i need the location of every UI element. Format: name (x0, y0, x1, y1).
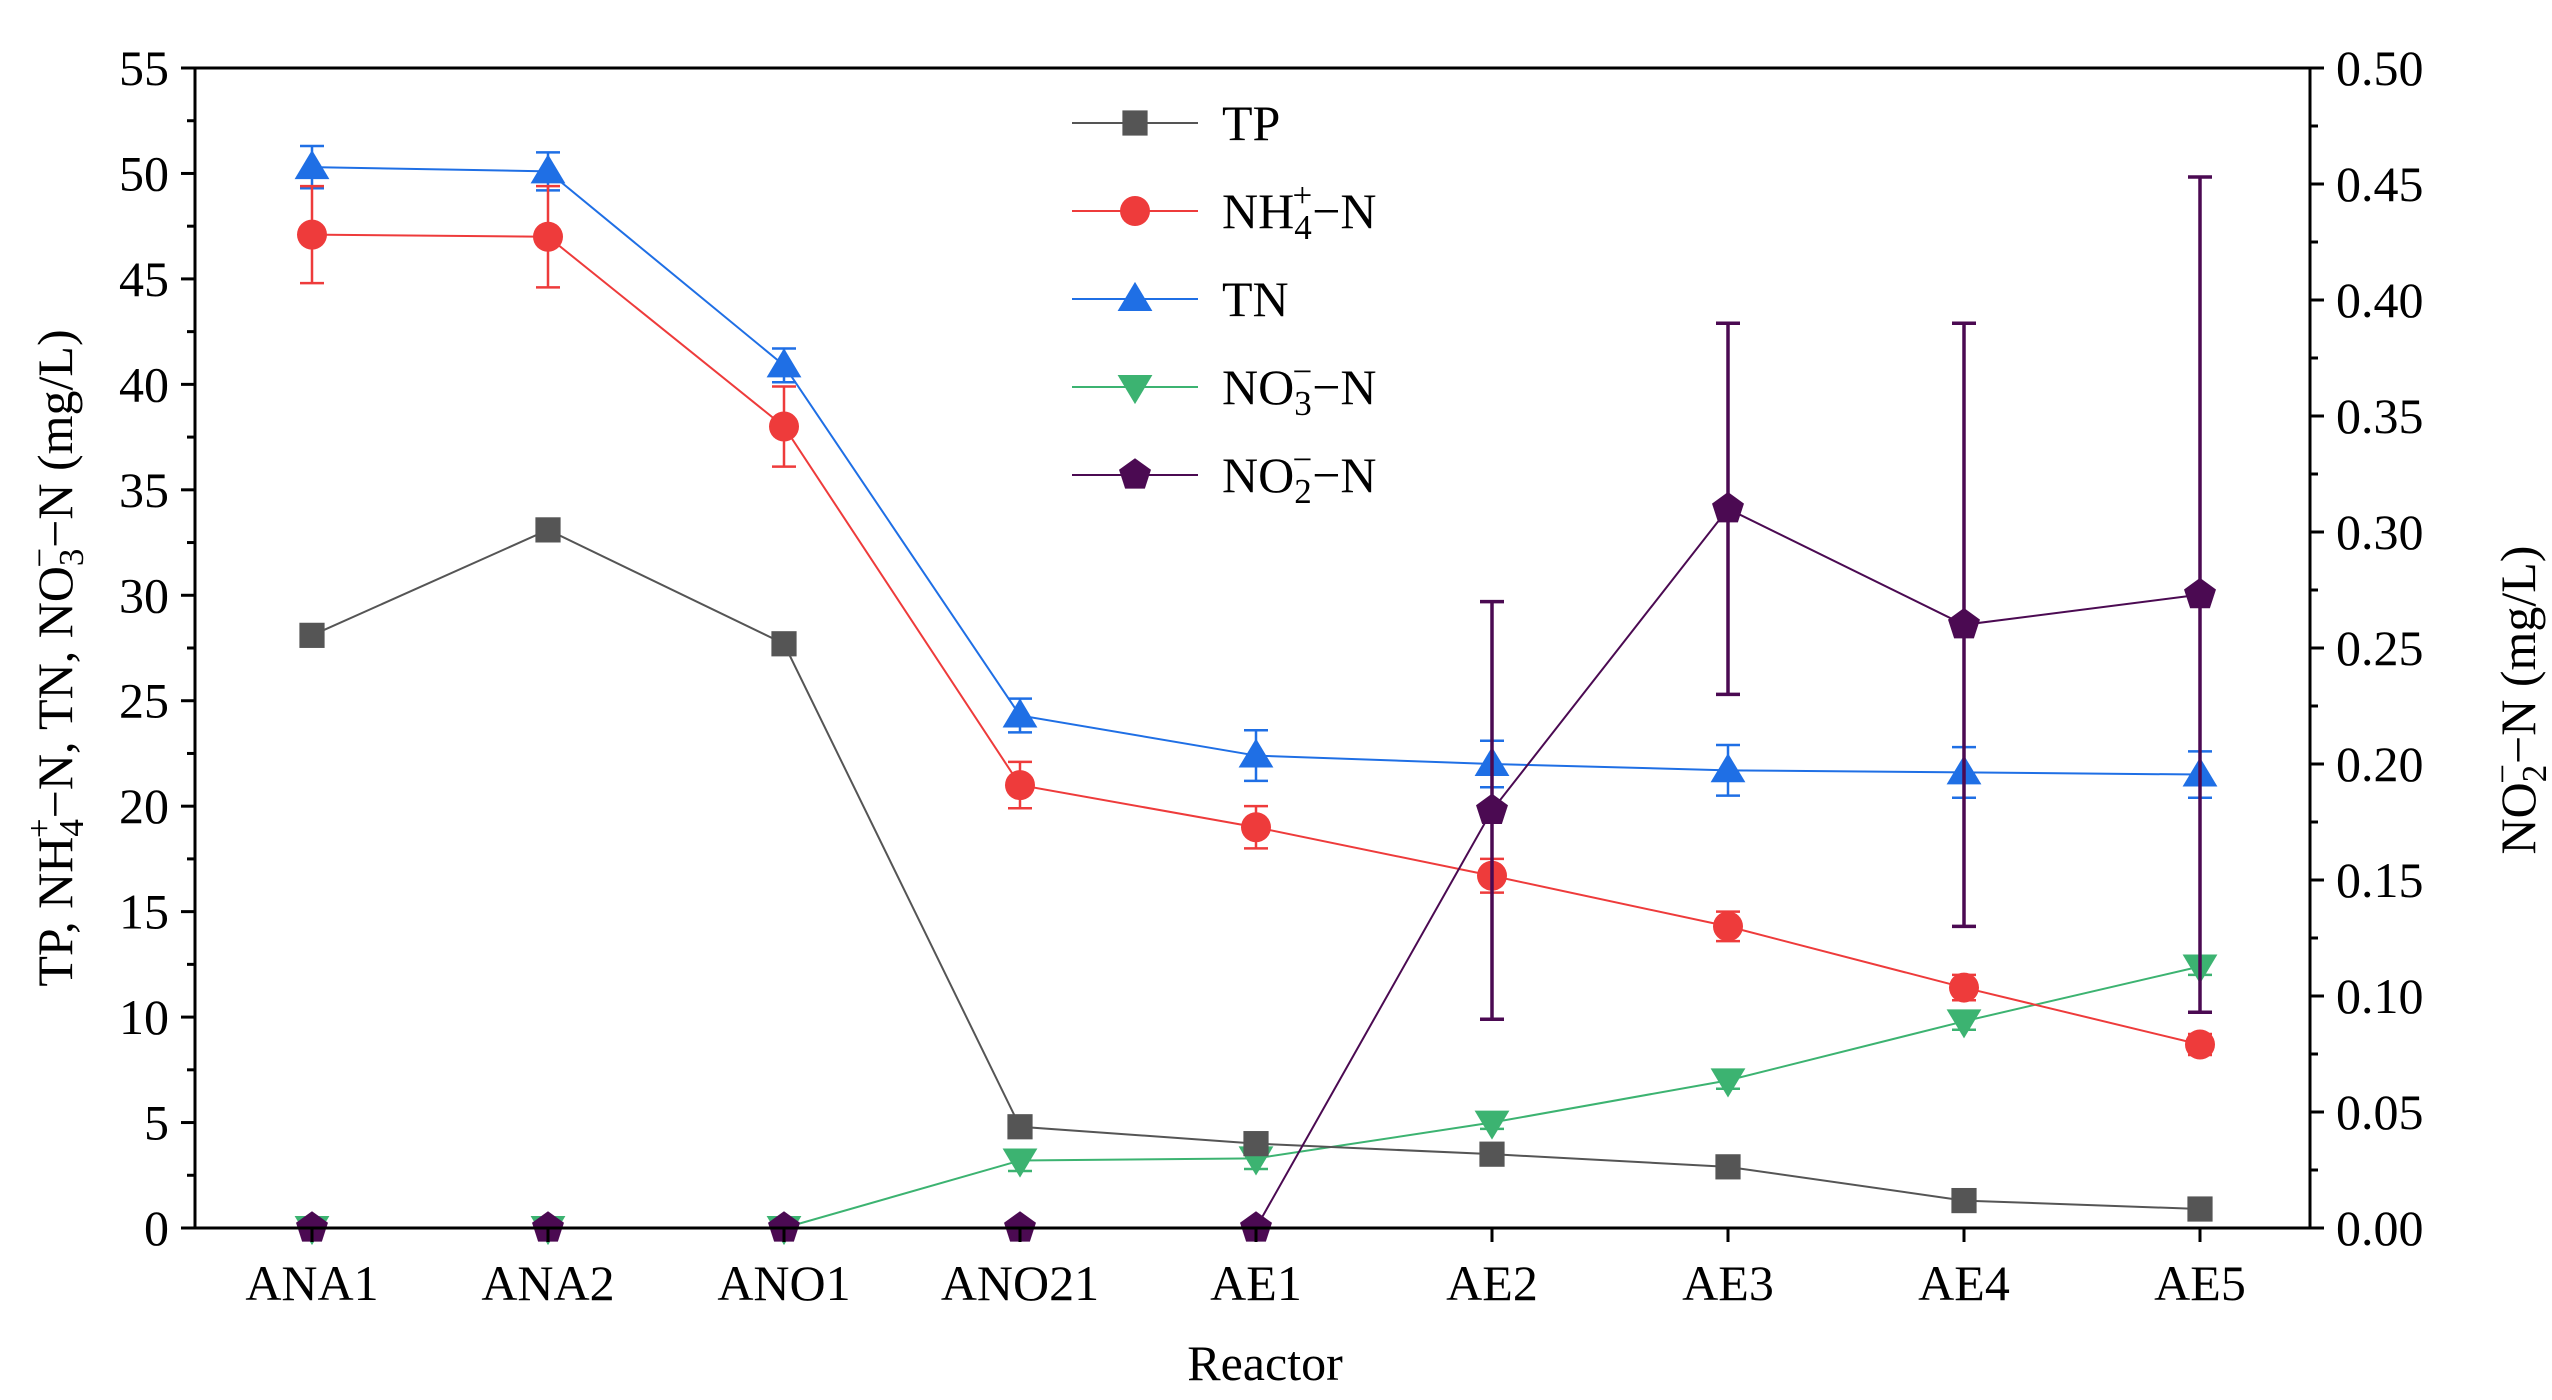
legend-marker (1119, 458, 1151, 489)
data-point-tp (1951, 1187, 1977, 1214)
legend-entry-no3-n: NO3−−N (1072, 352, 1377, 423)
legend-label: NO3−−N (1222, 352, 1377, 423)
legend-entry-tp: TP (1072, 95, 1280, 151)
x-tick-label: ANO21 (941, 1255, 1099, 1311)
data-point-tn (530, 154, 566, 184)
y-left-tick-label: 55 (119, 40, 169, 96)
y-left-tick-label: 40 (119, 356, 169, 412)
series-tn (294, 144, 2218, 799)
y-right-tick-label: 0.35 (2336, 388, 2424, 444)
data-point-no2-n (768, 1211, 800, 1242)
legend-marker (1122, 110, 1148, 136)
x-axis-title: Reactor (1187, 1335, 1343, 1391)
data-point-nh4-n (769, 411, 799, 442)
data-point-tp (299, 622, 325, 648)
legend-marker (1117, 375, 1153, 405)
data-point-tp (1479, 1141, 1505, 1167)
data-point-tn (1710, 753, 1746, 783)
legend-label: NO2−−N (1222, 440, 1377, 511)
data-point-tp (1007, 1114, 1033, 1140)
y-right-tick-label: 0.05 (2336, 1084, 2424, 1140)
data-point-no3-n (1002, 1148, 1038, 1178)
legend-marker (1120, 196, 1150, 226)
data-point-tn (294, 150, 330, 180)
x-tick-label: AE3 (1682, 1255, 1774, 1311)
y-right-tick-label: 0.20 (2336, 736, 2424, 792)
y-left-tick-label: 5 (144, 1095, 169, 1151)
data-point-no3-n (1946, 1009, 1982, 1039)
data-point-tn (1002, 698, 1038, 728)
x-tick-label: AE2 (1446, 1255, 1538, 1311)
data-point-nh4-n (533, 221, 563, 252)
legend-marker (1117, 281, 1153, 311)
y-left-tick-label: 35 (119, 462, 169, 518)
y-axis-left-title: TP, NH4+−N, TN, NO3−−N (mg/L) (20, 329, 91, 986)
data-point-no2-n (1948, 608, 1980, 639)
y-left-tick-label: 0 (144, 1200, 169, 1256)
data-point-nh4-n (1949, 972, 1979, 1003)
y-left-tick-label: 30 (119, 567, 169, 623)
data-point-no2-n (1240, 1211, 1272, 1242)
x-tick-label: ANA2 (481, 1255, 614, 1311)
data-point-no2-n (1004, 1211, 1036, 1242)
y-right-tick-label: 0.15 (2336, 852, 2424, 908)
y-right-tick-label: 0.50 (2336, 40, 2424, 96)
series-tp (299, 517, 2213, 1222)
legend-entry-nh4-n: NH4+−N (1072, 176, 1377, 247)
data-point-tp (771, 631, 797, 657)
data-point-no2-n (1712, 492, 1744, 523)
axes: 0 5 10 15 20 25 30 35 40 45 50 55 0.00 0.05 0.10 0.15 0.… (119, 40, 2424, 1311)
x-tick-label: AE5 (2154, 1255, 2246, 1311)
data-point-nh4-n (1241, 812, 1271, 843)
legend-label: TP (1222, 95, 1280, 151)
y-right-tick-label: 0.10 (2336, 968, 2424, 1024)
data-point-no2-n (2184, 577, 2216, 609)
data-point-tp (1715, 1154, 1741, 1180)
y-left-tick-label: 10 (119, 989, 169, 1045)
data-point-tp (535, 517, 561, 543)
data-point-no2-n (532, 1211, 564, 1242)
x-tick-label: ANA1 (245, 1255, 378, 1311)
data-point-tp (2187, 1196, 2213, 1222)
data-point-nh4-n (2185, 1029, 2215, 1060)
data-point-nh4-n (1713, 911, 1743, 942)
y-left-tick-label: 45 (119, 251, 169, 307)
plot-area (294, 144, 2218, 1246)
y-right-tick-label: 0.00 (2336, 1200, 2424, 1256)
data-point-no3-n (1474, 1110, 1510, 1140)
data-point-nh4-n (1005, 770, 1035, 801)
legend-entry-tn: TN (1072, 271, 1289, 327)
y-right-tick-label: 0.30 (2336, 504, 2424, 560)
y-right-tick-label: 0.25 (2336, 620, 2424, 676)
y-axis-right-title: NO2−−N (mg/L) (2483, 546, 2552, 855)
y-left-tick-label: 25 (119, 673, 169, 729)
legend-entry-no2-n: NO2−−N (1072, 440, 1377, 511)
x-tick-label: ANO1 (717, 1255, 850, 1311)
legend-label: NH4+−N (1222, 176, 1377, 247)
data-point-tn (1238, 738, 1274, 768)
y-right-tick-label: 0.40 (2336, 272, 2424, 328)
data-point-nh4-n (297, 219, 327, 250)
x-tick-label: AE1 (1210, 1255, 1302, 1311)
svg-text:TP, NH4+−N, TN, NO3−−N (mg/: TP, NH4+−N, TN, NO3−−N (mg/L) (20, 329, 91, 986)
data-point-tp (1243, 1131, 1269, 1157)
y-left-tick-label: 15 (119, 884, 169, 940)
legend: TP NH4+−N TN NO3−−N NO2−−N (1072, 95, 1377, 511)
data-point-no2-n (296, 1211, 328, 1242)
y-left-tick-label: 50 (119, 145, 169, 201)
y-right-tick-label: 0.45 (2336, 156, 2424, 212)
svg-text:NO2−−N (mg/L): NO2−−N (mg/L) (2483, 546, 2552, 855)
legend-label: TN (1222, 271, 1289, 327)
data-point-tn (766, 348, 802, 378)
data-point-no2-n (1476, 793, 1508, 824)
data-point-no3-n (1710, 1068, 1746, 1098)
y-left-tick-label: 20 (119, 778, 169, 834)
x-tick-label: AE4 (1918, 1255, 2010, 1311)
